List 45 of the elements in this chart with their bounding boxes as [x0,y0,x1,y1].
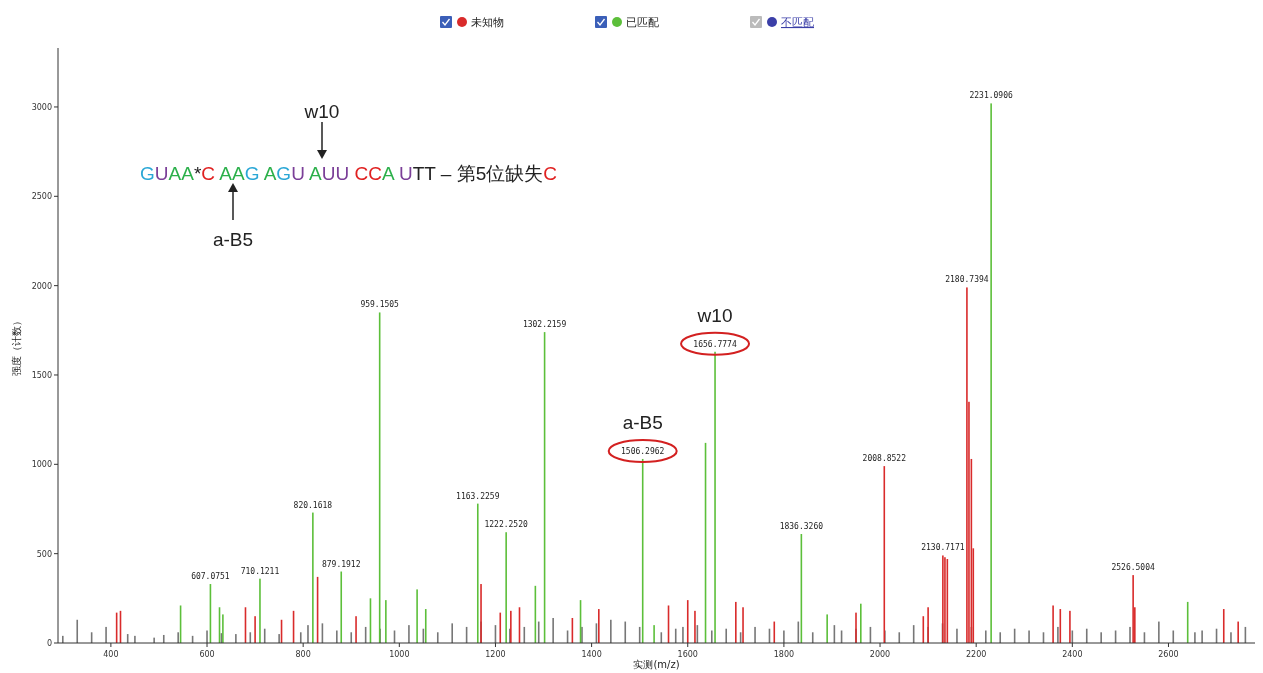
y-tick-label: 3000 [31,102,52,112]
annotation: 2526.5004 [1111,563,1155,573]
x-tick-label: 800 [295,650,311,659]
annotation: w10 [696,304,733,326]
x-tick-label: 2000 [869,650,891,659]
annotation: 959.1505 [360,300,400,310]
x-tick-label: 1800 [773,650,795,659]
y-tick-label: 0 [46,639,52,648]
text: GUAA*C AAG AGU AUU CCA UTT – 第5位缺失C [140,163,557,184]
x-tick-label: 2600 [1158,650,1179,659]
annotation: 2180.7394 [945,275,989,285]
annotation: a-B5 [622,411,663,433]
annotation: 1163.2259 [456,491,500,501]
annotation: a-B5 [212,229,254,250]
annotation: 2231.0906 [969,91,1013,101]
annotation: 1836.3260 [779,522,824,532]
x-tick-label: 2200 [966,650,987,659]
annotation: 820.1618 [293,500,333,510]
annotation: 1222.2520 [484,520,529,530]
x-tick-label: 1200 [485,650,506,659]
x-tick-label: 2400 [1062,650,1083,659]
annotation: 1506.2962 [621,446,665,456]
y-tick-label: 1000 [31,460,52,470]
annotation: w10 [303,101,340,122]
x-tick-label: 1600 [677,650,698,659]
legend-label: 不匹配 [781,16,814,29]
y-tick-label: 2000 [31,281,52,291]
annotation: 2130.7171 [921,543,965,553]
x-tick-label: 600 [199,650,215,659]
x-tick-label: 1000 [389,650,410,659]
legend-label: 未知物 [471,16,504,29]
annotation: 710.1211 [240,566,280,576]
y-tick-label: 500 [36,549,52,559]
y-axis-title: 强度（计数） [11,315,22,376]
y-tick-label: 2500 [31,192,52,202]
y-tick-label: 1500 [31,370,52,380]
annotation: 2008.8522 [862,454,907,464]
annotation: 879.1912 [321,559,361,569]
x-tick-label: 400 [103,650,119,659]
x-tick-label: 1400 [581,650,602,659]
annotation: 607.0751 [191,572,230,582]
annotation: 1656.7774 [693,339,737,349]
annotation: 1302.2159 [522,320,567,330]
legend-label: 已匹配 [626,16,659,29]
x-axis-title: 实测(m/z) [633,659,680,670]
